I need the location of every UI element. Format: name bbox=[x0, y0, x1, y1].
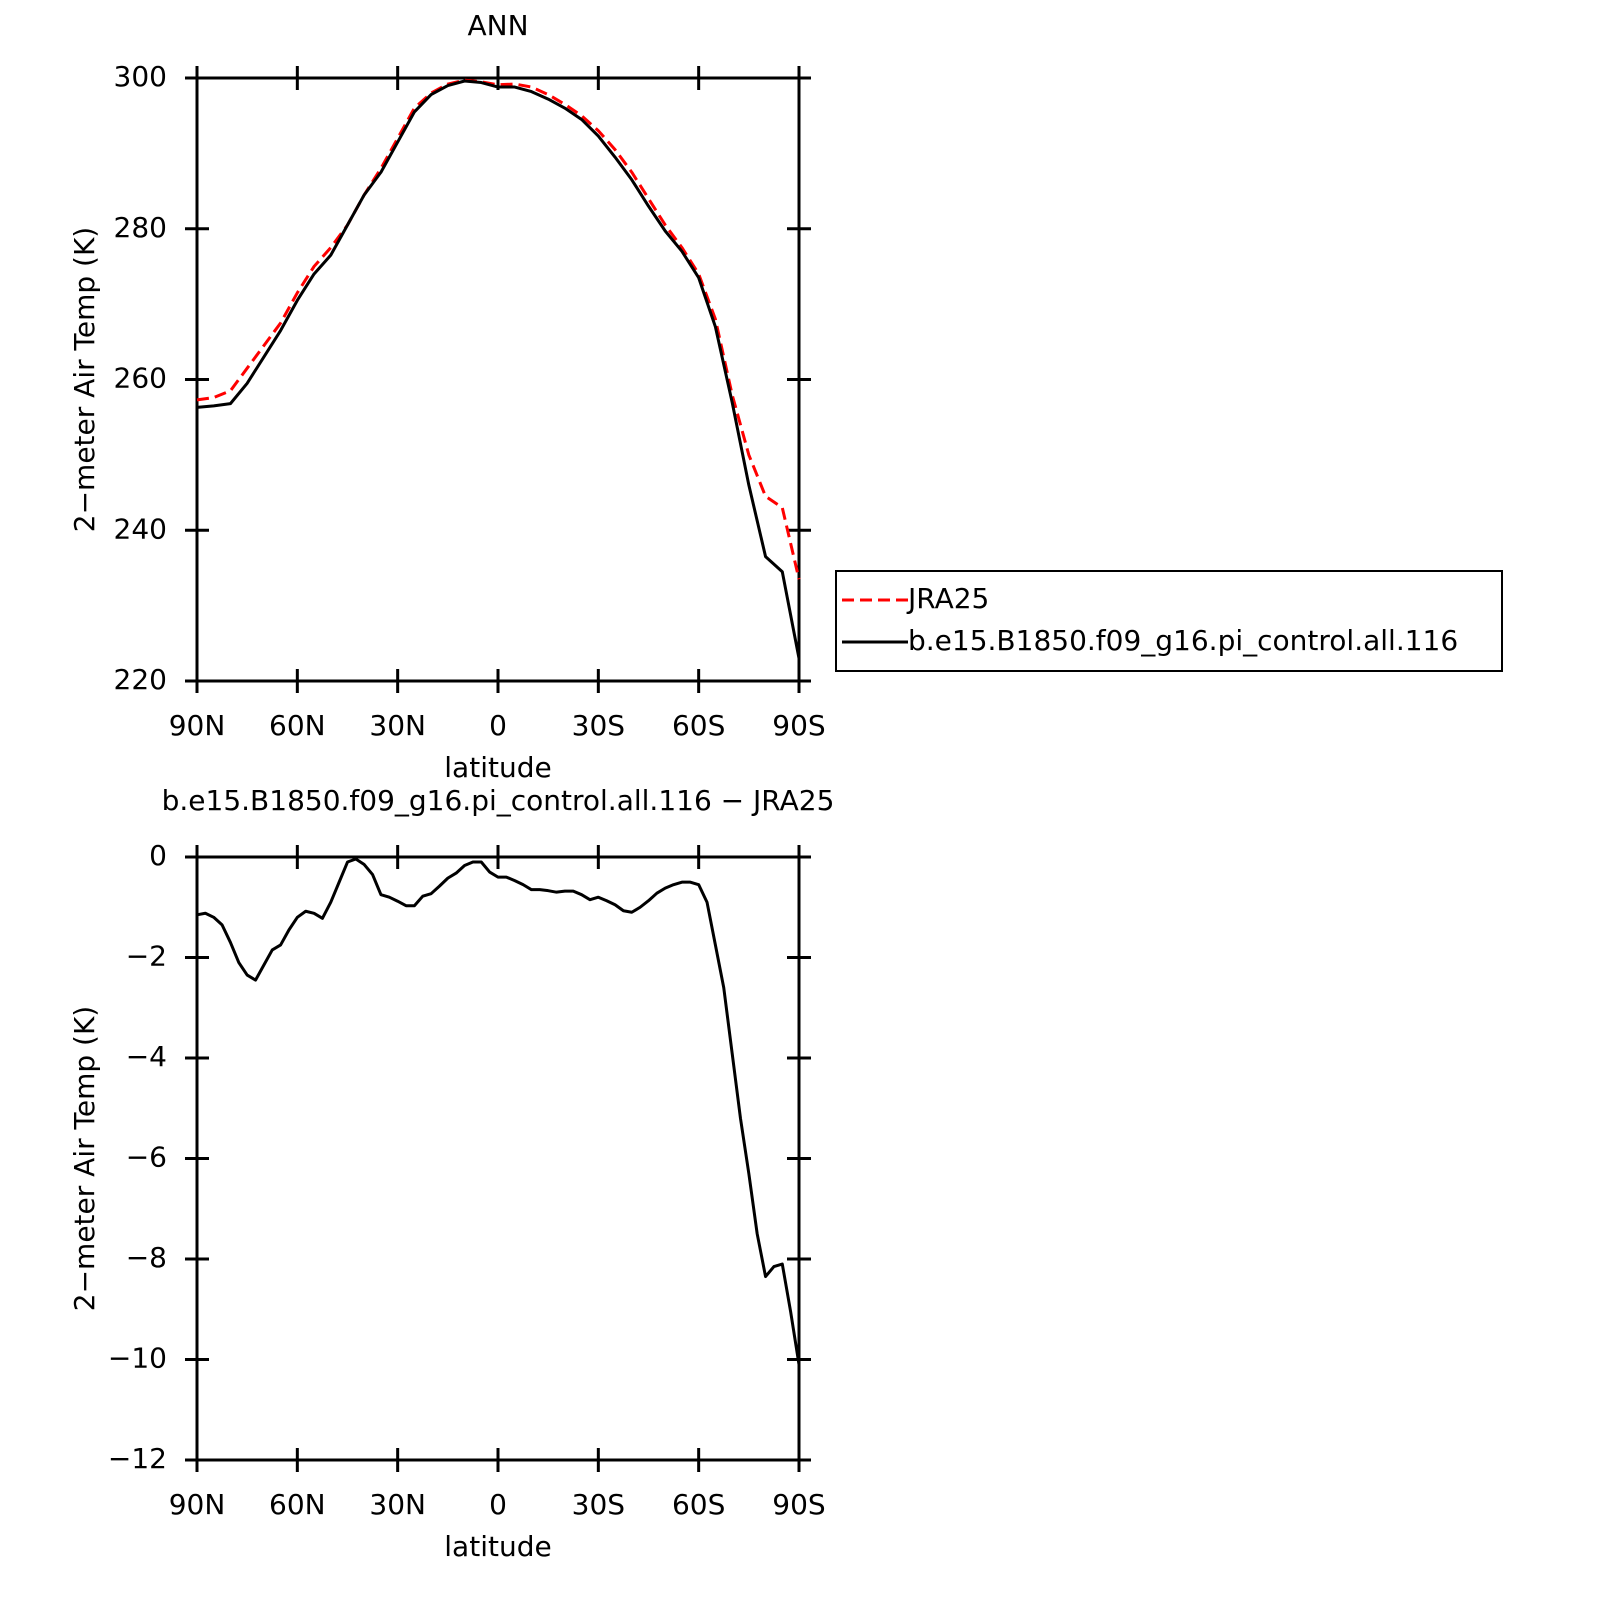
line bbox=[196, 78, 801, 580]
x-tick-label: 0 bbox=[489, 709, 507, 742]
x-tick-label: 30N bbox=[369, 709, 426, 742]
line bbox=[196, 79, 801, 659]
line bbox=[196, 857, 801, 1365]
y-axis-label: 2−meter Air Temp (K) bbox=[68, 227, 101, 532]
legend-box bbox=[835, 570, 1503, 672]
chart-title: ANN bbox=[467, 9, 528, 42]
x-tick-label: 60S bbox=[672, 709, 725, 742]
x-axis-label: latitude bbox=[444, 1530, 551, 1563]
y-tick-label: −4 bbox=[126, 1040, 167, 1073]
chart-title: b.e15.B1850.f09_g16.pi_control.all.116 −… bbox=[162, 784, 835, 817]
x-tick-label: 90S bbox=[772, 709, 825, 742]
y-tick-label: 0 bbox=[149, 839, 167, 872]
plot-frame bbox=[195, 76, 801, 683]
y-tick-label: 300 bbox=[114, 60, 167, 93]
y-tick-label: −8 bbox=[126, 1241, 167, 1274]
x-tick-label: 90N bbox=[169, 709, 226, 742]
x-tick-label: 30N bbox=[369, 1488, 426, 1521]
x-tick-label: 90S bbox=[772, 1488, 825, 1521]
x-tick-label: 30S bbox=[572, 1488, 625, 1521]
y-tick-label: −2 bbox=[126, 940, 167, 973]
y-tick-label: 280 bbox=[114, 211, 167, 244]
plot-frame bbox=[195, 855, 801, 1462]
y-tick-label: −12 bbox=[108, 1442, 167, 1475]
x-tick-label: 90N bbox=[169, 1488, 226, 1521]
x-tick-label: 30S bbox=[572, 709, 625, 742]
x-tick-label: 60N bbox=[269, 709, 326, 742]
y-axis-label: 2−meter Air Temp (K) bbox=[68, 1006, 101, 1311]
legend-label: b.e15.B1850.f09_g16.pi_control.all.116 bbox=[908, 624, 1458, 657]
legend-label: JRA25 bbox=[906, 582, 989, 615]
x-axis-label: latitude bbox=[444, 751, 551, 784]
y-tick-label: 220 bbox=[114, 663, 167, 696]
y-tick-label: −6 bbox=[126, 1141, 167, 1174]
y-tick-label: −10 bbox=[108, 1342, 167, 1375]
x-tick-label: 60N bbox=[269, 1488, 326, 1521]
x-tick-label: 60S bbox=[672, 1488, 725, 1521]
x-tick-label: 0 bbox=[489, 1488, 507, 1521]
y-tick-label: 240 bbox=[114, 512, 167, 545]
y-tick-label: 260 bbox=[114, 362, 167, 395]
